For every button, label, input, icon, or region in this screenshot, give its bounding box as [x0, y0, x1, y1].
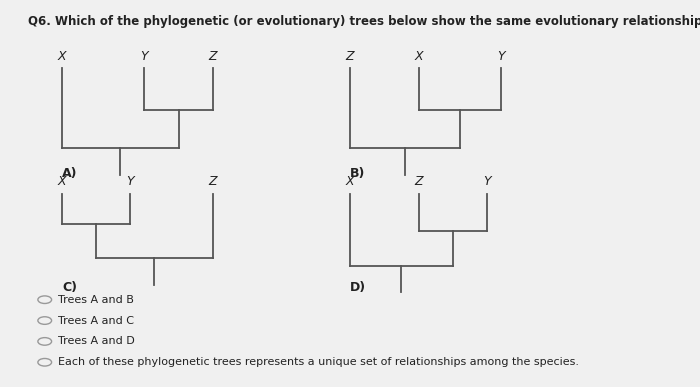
Text: X: X [346, 175, 354, 188]
Text: B): B) [350, 167, 365, 180]
Text: D): D) [350, 281, 366, 294]
Text: X: X [57, 50, 66, 63]
Text: Y: Y [141, 50, 148, 63]
Text: Z: Z [209, 50, 217, 63]
Text: Trees A and D: Trees A and D [58, 336, 135, 346]
Text: Trees A and B: Trees A and B [58, 295, 134, 305]
Text: Trees A and C: Trees A and C [58, 315, 134, 325]
Text: Y: Y [127, 175, 134, 188]
Text: X: X [57, 175, 66, 188]
Text: A): A) [62, 167, 78, 180]
Text: Q6. Which of the phylogenetic (or evolutionary) trees below show the same evolut: Q6. Which of the phylogenetic (or evolut… [27, 15, 700, 28]
Text: C): C) [62, 281, 77, 294]
Text: X: X [414, 50, 423, 63]
Text: Z: Z [346, 50, 354, 63]
Text: Y: Y [497, 50, 505, 63]
Text: Y: Y [484, 175, 491, 188]
Text: Z: Z [414, 175, 423, 188]
Text: Each of these phylogenetic trees represents a unique set of relationships among : Each of these phylogenetic trees represe… [58, 357, 580, 367]
Text: Z: Z [209, 175, 217, 188]
